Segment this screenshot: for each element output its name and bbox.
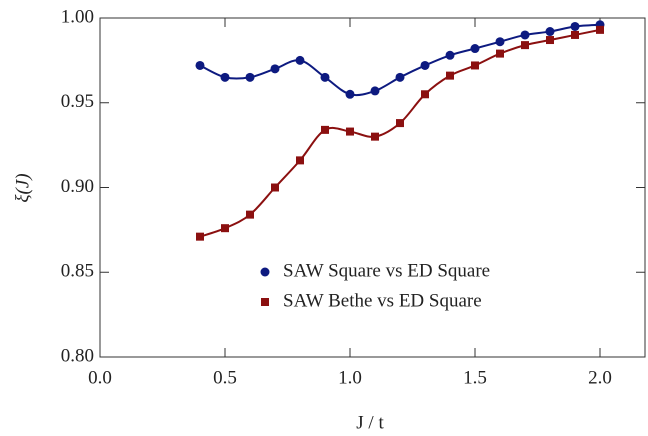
data-point: [220, 72, 230, 82]
data-point: [521, 41, 529, 50]
x-tick-label: 0.5: [213, 367, 237, 388]
x-tick-label: 1.0: [338, 367, 362, 388]
data-point: [221, 224, 229, 233]
data-point: [446, 71, 454, 80]
data-point: [570, 21, 580, 31]
data-point: [196, 232, 204, 241]
data-point: [571, 30, 579, 39]
series-line: [199, 28, 601, 238]
data-point: [371, 132, 379, 141]
series-line: [199, 23, 601, 97]
x-tick-label: 0.0: [88, 367, 112, 388]
data-point: [295, 55, 305, 65]
data-point: [495, 37, 505, 47]
legend-label: SAW Bethe vs ED Square: [283, 290, 482, 311]
data-point: [296, 156, 304, 165]
legend-label: SAW Square vs ED Square: [283, 260, 490, 281]
data-point: [496, 49, 504, 58]
y-axis-label: ξ(J): [12, 173, 33, 202]
legend-marker: [260, 267, 270, 277]
data-point: [270, 64, 280, 74]
data-point: [345, 89, 355, 99]
x-axis-label: J / t: [356, 412, 384, 433]
data-point: [545, 27, 555, 37]
y-tick-label: 0.90: [61, 176, 94, 197]
data-point: [420, 60, 430, 70]
y-tick-label: 1.00: [61, 6, 94, 27]
data-point: [470, 44, 480, 54]
data-point: [396, 119, 404, 128]
x-tick-label: 1.5: [463, 367, 487, 388]
data-point: [471, 61, 479, 70]
data-point: [246, 210, 254, 219]
data-point: [421, 90, 429, 99]
data-point: [321, 125, 329, 134]
data-point: [395, 72, 405, 82]
data-point: [445, 50, 455, 60]
data-point: [271, 183, 279, 192]
data-point: [370, 86, 380, 96]
data-point: [245, 72, 255, 82]
y-tick-label: 0.95: [61, 91, 94, 112]
legend-marker: [261, 298, 269, 306]
data-point: [596, 25, 604, 34]
y-tick-label: 0.80: [61, 345, 94, 366]
y-tick-label: 0.85: [61, 261, 94, 282]
data-point: [320, 72, 330, 82]
data-point: [346, 127, 354, 136]
data-point: [195, 60, 205, 70]
x-tick-label: 2.0: [588, 367, 612, 388]
data-point: [546, 36, 554, 45]
data-point: [520, 30, 530, 40]
